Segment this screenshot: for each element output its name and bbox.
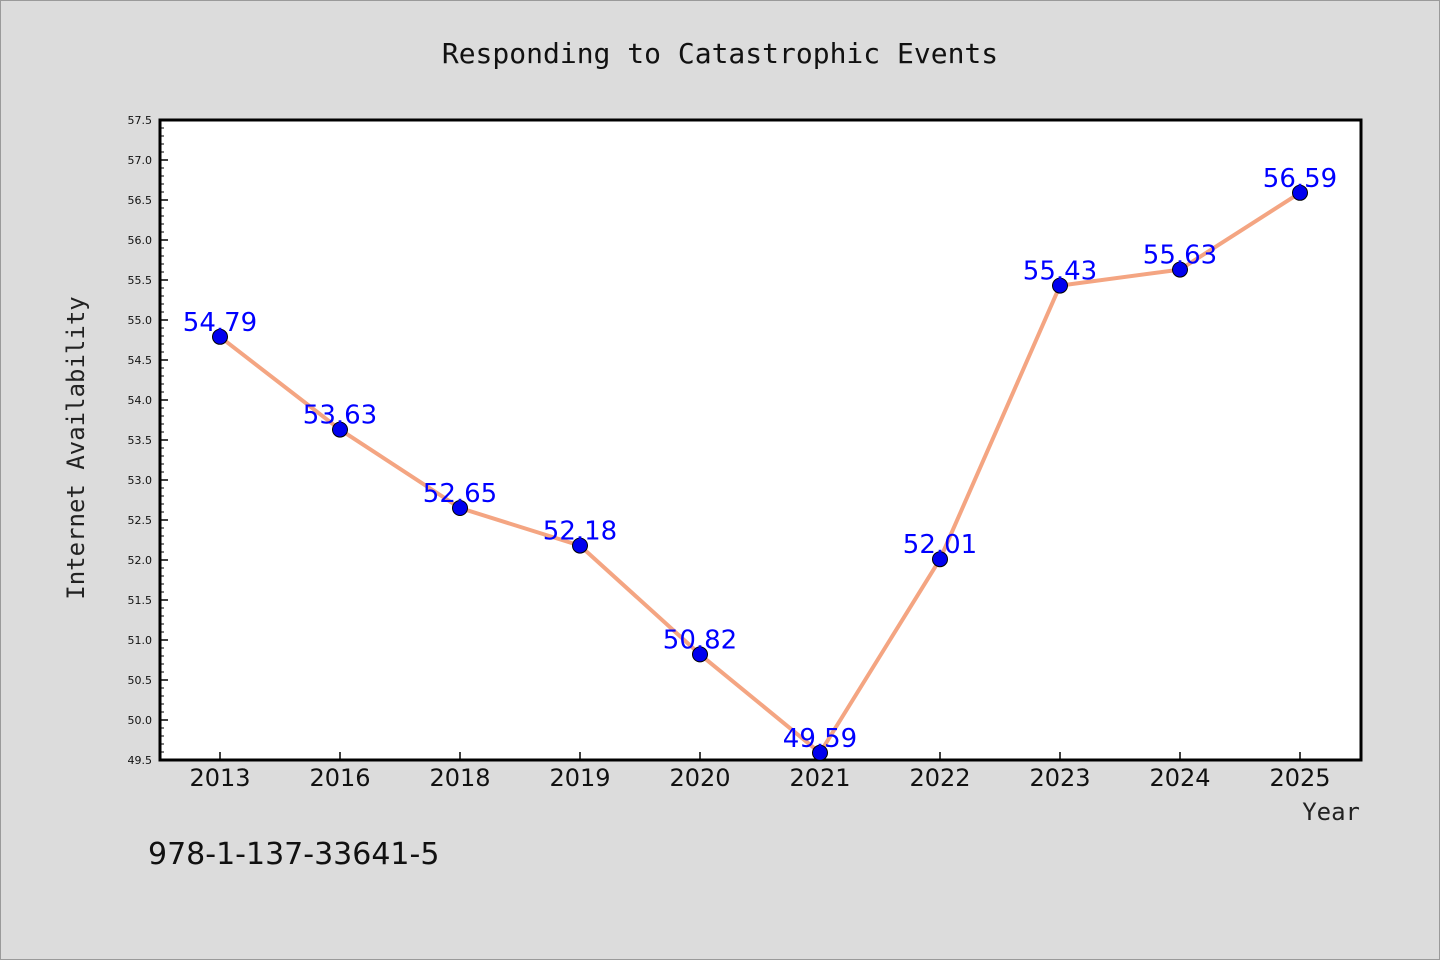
y-tick-label: 51.5 [128,594,153,607]
y-tick-label: 53.0 [128,474,153,487]
data-point [332,421,348,438]
data-point [932,551,948,568]
y-tick-label: 57.0 [128,154,153,167]
data-point [1172,261,1188,278]
data-series [212,184,1308,761]
data-label: 56.59 [1263,164,1337,194]
data-label: 54.79 [183,308,257,338]
data-label: 52.01 [903,530,977,560]
data-point [812,744,828,761]
y-tick-label: 56.0 [128,234,153,247]
x-axis: 2013 2016 2018 2019 2020 2021 2022 2023 2024 2025 [189,752,1331,792]
y-tick-label: 56.5 [128,194,153,207]
data-point [1052,277,1068,294]
data-point [1292,184,1308,201]
data-label: 55.63 [1143,241,1217,271]
y-tick-label: 53.5 [128,434,153,447]
data-label: 49.59 [783,724,857,754]
plot-area [158,118,1363,762]
y-tick-label: 54.5 [128,354,153,367]
x-tick-label: 2024 [1149,764,1210,792]
x-tick-label: 2021 [789,764,850,792]
y-tick-label: 51.0 [128,634,153,647]
x-tick-label: 2019 [549,764,610,792]
x-tick-label: 2023 [1029,764,1090,792]
data-point [452,500,468,516]
x-tick-label: 2016 [309,764,370,792]
series-line [218,191,1302,755]
data-label: 52.18 [543,517,617,547]
y-tick-label: 50.0 [128,714,153,727]
y-tick-label: 49.5 [128,754,153,767]
y-tick-label: 55.0 [128,314,153,327]
y-axis: 49.5 50.0 50.5 51.0 51.5 52.0 52.5 53.0 53.5 54.0… [128,114,168,767]
data-label: 52.65 [423,479,497,509]
y-tick-label: 55.5 [128,274,153,287]
data-label: 50.82 [663,625,737,655]
x-tick-label: 2018 [429,764,490,792]
data-point [572,537,588,554]
x-tick-label: 2020 [669,764,730,792]
x-axis-label: Year [1302,798,1360,826]
data-label: 53.63 [303,401,377,431]
x-tick-label: 2022 [909,764,970,792]
data-point [212,328,228,345]
y-tick-label: 52.5 [128,514,153,527]
x-tick-label: 2013 [189,764,250,792]
data-labels: 54.79 53.63 52.65 52.18 50.82 49.59 52.01 55.43… [183,164,1337,754]
y-tick-label: 57.5 [128,114,153,127]
y-tick-label: 54.0 [128,394,153,407]
data-point [692,646,708,663]
y-tick-label: 52.0 [128,554,153,567]
data-label: 55.43 [1023,257,1097,287]
isbn-label: 978-1-137-33641-5 [148,837,439,872]
y-tick-label: 50.5 [128,674,153,687]
x-tick-label: 2025 [1269,764,1330,792]
y-axis-label: Internet Availability [62,296,90,599]
chart-title: Responding to Catastrophic Events [442,37,998,70]
